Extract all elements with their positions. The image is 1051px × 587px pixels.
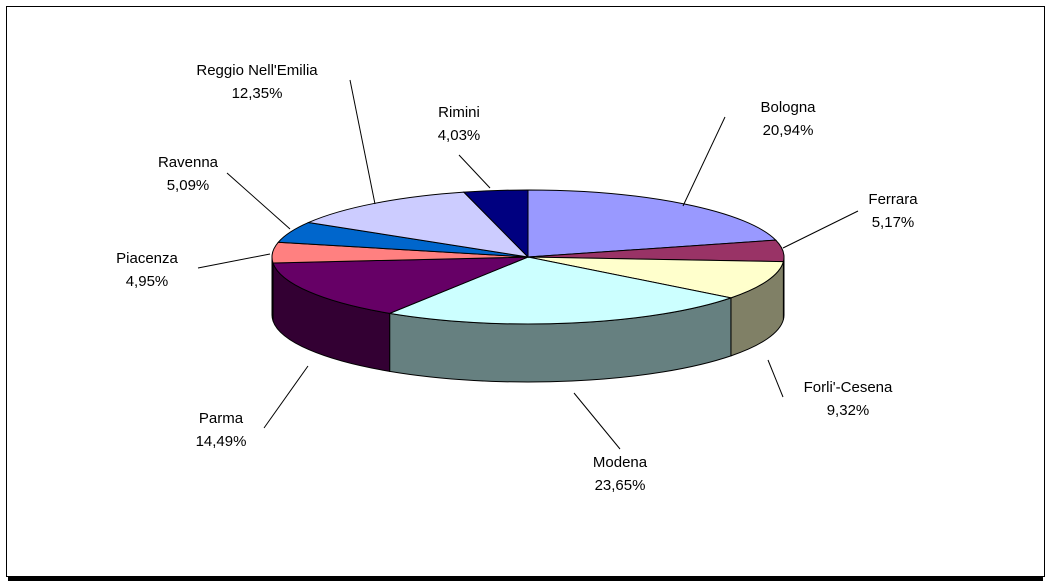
pie-slice-parma xyxy=(272,256,529,314)
slice-value-label: 5,17% xyxy=(872,214,915,231)
pie-slice-bologna xyxy=(527,189,777,258)
slice-value-label: 5,09% xyxy=(167,177,210,194)
slice-name-label: Rimini xyxy=(438,104,480,121)
slice-value-label: 12,35% xyxy=(232,85,283,102)
slice-name-label: Parma xyxy=(199,410,244,427)
pie-tops xyxy=(271,189,785,325)
slice-name-label: Ravenna xyxy=(158,154,219,171)
pie-side-piacenza xyxy=(271,256,274,322)
leader-line xyxy=(682,116,726,207)
slice-name-label: Forli'-Cesena xyxy=(804,379,893,396)
slice-name-label: Piacenza xyxy=(116,250,178,267)
slice-labels: Bologna 20,94% Ferrara 5,17% Forli'-Cesena 9,… xyxy=(116,62,918,494)
slice-value-label: 4,95% xyxy=(126,273,169,290)
slice-value-label: 23,65% xyxy=(595,477,646,494)
leader-line xyxy=(767,359,784,398)
pie-slice-modena xyxy=(387,256,733,325)
slice-value-label: 4,03% xyxy=(438,127,481,144)
slice-value-label: 9,32% xyxy=(827,402,870,419)
leader-line xyxy=(226,172,291,230)
slice-value-label: 20,94% xyxy=(763,122,814,139)
slice-name-label: Modena xyxy=(593,454,648,471)
pie-slice-forli-cesena xyxy=(527,256,785,299)
leader-line xyxy=(458,154,491,189)
leader-line xyxy=(197,253,271,269)
bottom-rule xyxy=(8,577,1043,581)
slice-name-label: Bologna xyxy=(760,99,816,116)
leader-line xyxy=(573,392,621,450)
slice-value-label: 14,49% xyxy=(196,433,247,450)
pie-slice-rimini xyxy=(462,189,529,259)
leader-line xyxy=(782,210,859,249)
leader-line xyxy=(349,79,376,205)
leader-line xyxy=(263,365,309,429)
slice-name-label: Ferrara xyxy=(868,191,918,208)
leader-lines xyxy=(197,79,859,450)
slice-name-label: Reggio Nell'Emilia xyxy=(196,62,318,79)
